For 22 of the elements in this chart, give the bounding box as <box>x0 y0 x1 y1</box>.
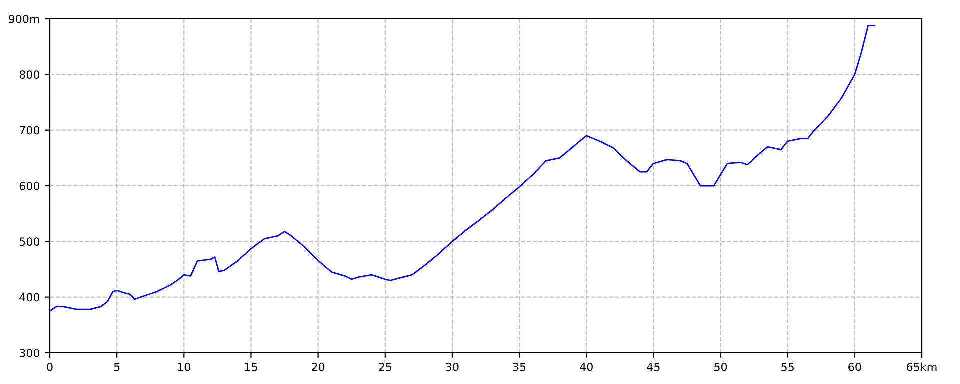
y-tick-label: 700 <box>20 126 40 135</box>
x-tick-label: 45 <box>647 363 660 372</box>
y-tick-label: 400 <box>20 293 40 302</box>
x-tick-label: 5 <box>114 363 120 372</box>
x-tick-label: 35 <box>513 362 526 372</box>
line-series <box>50 24 876 312</box>
x-tick-label: 55 <box>782 363 794 372</box>
x-tick-label: 25 <box>379 362 392 372</box>
x-tick-label: 40 <box>580 362 593 372</box>
x-tick-label: 15 <box>245 363 258 372</box>
x-tick-label: 20 <box>312 362 325 372</box>
y-tick-label: 500 <box>20 238 40 246</box>
x-tick-label: 10 <box>178 362 190 372</box>
y-tick-label: 600 <box>20 182 40 190</box>
y-tick-label: 300 <box>20 348 40 358</box>
x-tick-label: 0 <box>47 362 53 372</box>
x-tick-label: 65km <box>907 362 937 372</box>
y-tick-label: 900m <box>8 14 40 24</box>
x-tick-label: 30 <box>446 362 459 372</box>
x-tick-label: 50 <box>714 362 728 372</box>
y-tick-label: 800 <box>20 70 40 80</box>
x-tick-label: 60 <box>848 362 862 372</box>
